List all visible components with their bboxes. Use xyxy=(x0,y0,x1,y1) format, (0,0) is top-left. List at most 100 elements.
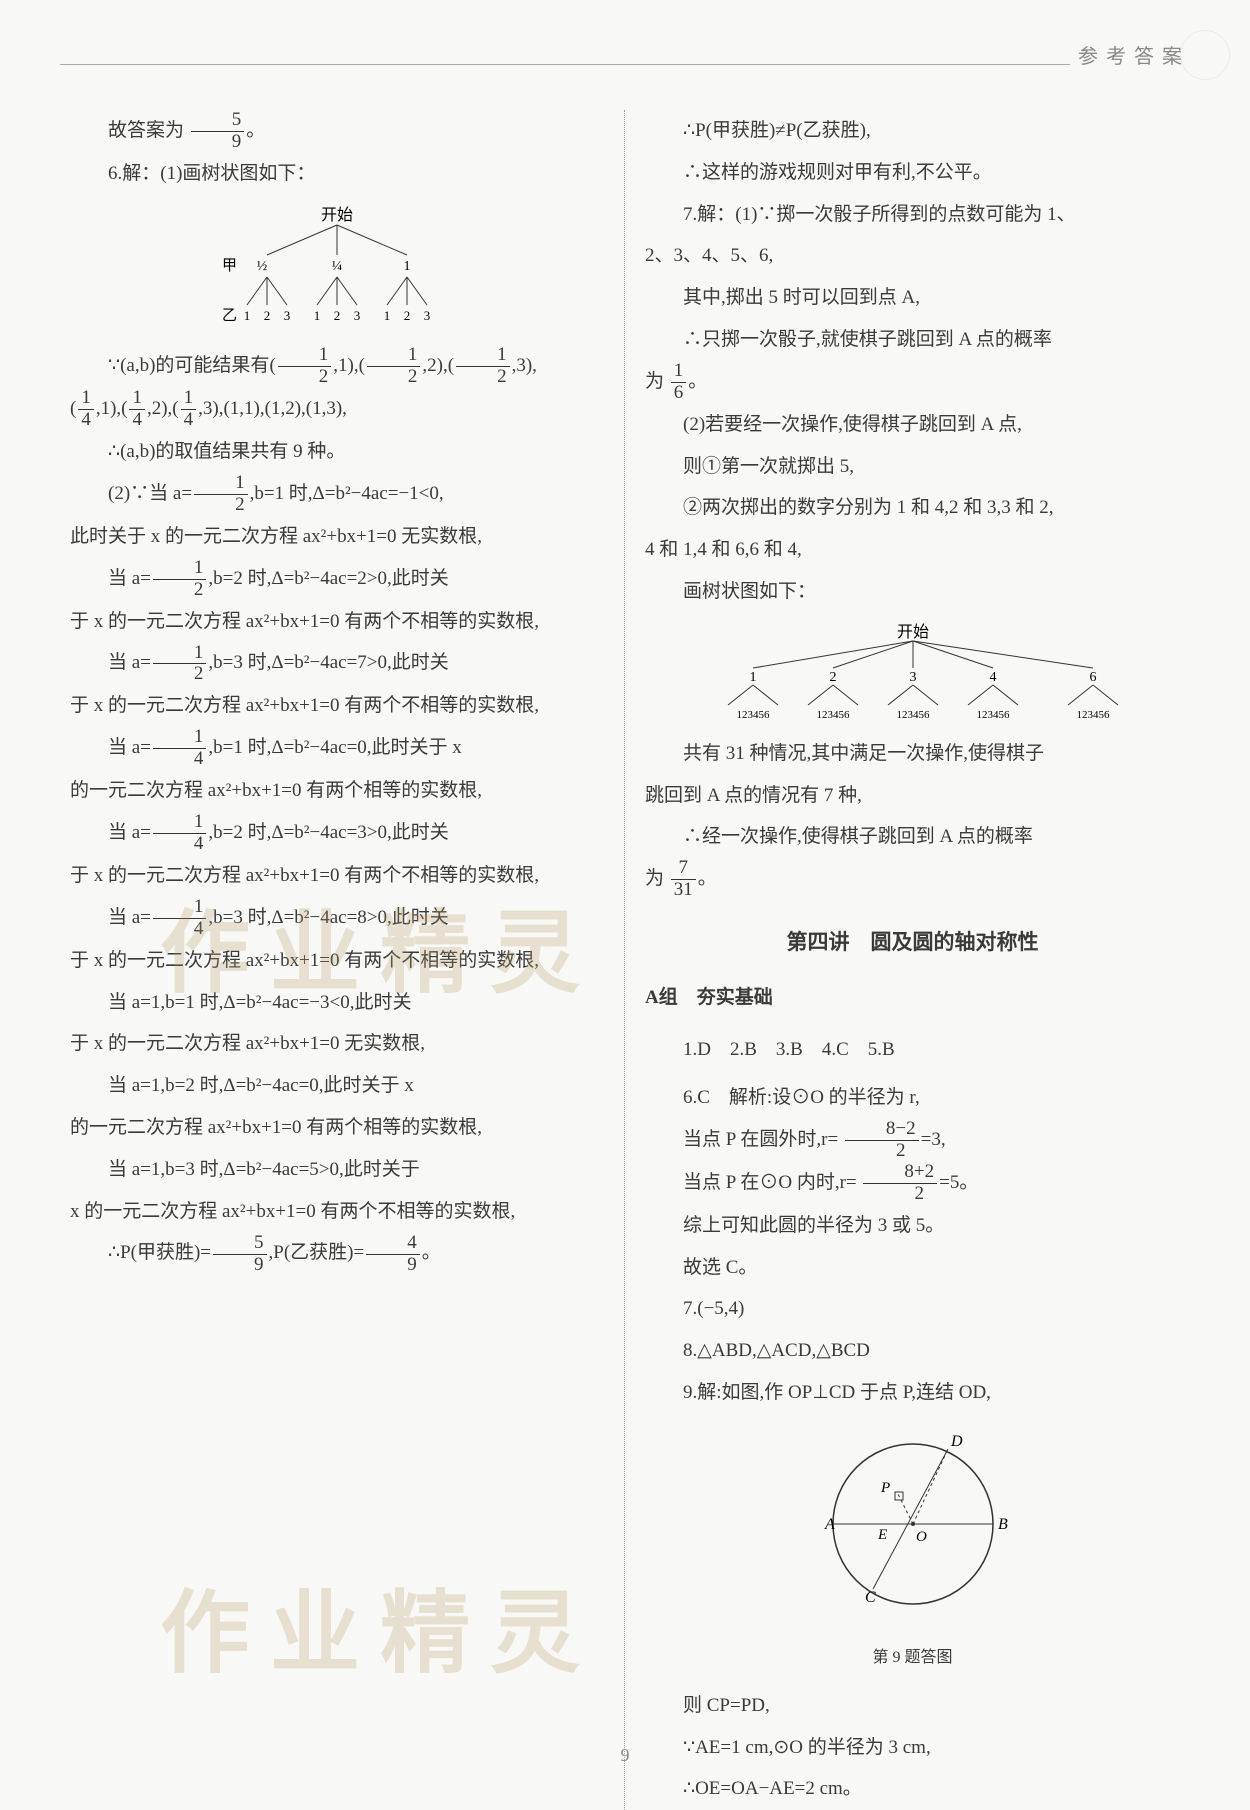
header-logo-icon xyxy=(1180,30,1230,80)
text-line: 当点 P 在⊙O 内时,r= 8+22=5。 xyxy=(645,1162,1180,1205)
fraction: 8+22 xyxy=(863,1162,937,1205)
text: =3, xyxy=(921,1129,946,1150)
text-line: x 的一元二次方程 ax²+bx+1=0 有两个不相等的实数根, xyxy=(70,1191,604,1233)
text-line: (14,1),(14,2),(14,3),(1,1),(1,2),(1,3), xyxy=(70,388,604,431)
svg-text:123456: 123456 xyxy=(1076,709,1110,721)
svg-text:6: 6 xyxy=(1089,670,1096,685)
header-rule xyxy=(60,64,1070,65)
svg-text:B: B xyxy=(998,1516,1008,1533)
text-line: ∴P(甲获胜)=59,P(乙获胜)=49。 xyxy=(70,1232,604,1275)
page-header: 参考答案 xyxy=(1078,40,1190,69)
svg-text:2: 2 xyxy=(334,308,341,323)
text-line: 于 x 的一元二次方程 ax²+bx+1=0 有两个不相等的实数根, xyxy=(70,685,604,727)
svg-text:123456: 123456 xyxy=(976,709,1010,721)
svg-text:123456: 123456 xyxy=(736,709,770,721)
text-line: 的一元二次方程 ax²+bx+1=0 有两个相等的实数根, xyxy=(70,770,604,812)
text: 为 xyxy=(645,371,664,392)
text: 。 xyxy=(246,120,265,141)
right-column: ∴P(甲获胜)≠P(乙获胜), ∴这样的游戏规则对甲有利,不公平。 7.解：(1… xyxy=(625,110,1200,1810)
svg-text:1: 1 xyxy=(314,308,321,323)
text: =5。 xyxy=(939,1172,978,1193)
text-line: 其中,掷出 5 时可以回到点 A, xyxy=(645,277,1180,319)
text: 当点 P 在⊙O 内时,r= xyxy=(683,1172,857,1193)
row-label: 甲 xyxy=(222,258,237,274)
text-line: 则 CP=PD, xyxy=(645,1685,1180,1727)
text-line: 当 a=1,b=1 时,Δ=b²−4ac=−3<0,此时关 xyxy=(70,982,604,1024)
text-line: 于 x 的一元二次方程 ax²+bx+1=0 无实数根, xyxy=(70,1023,604,1065)
text-line: 于 x 的一元二次方程 ax²+bx+1=0 有两个不相等的实数根, xyxy=(70,601,604,643)
text-line: ∴只掷一次骰子,就使棋子跳回到 A 点的概率 xyxy=(645,319,1180,361)
text-line: 于 x 的一元二次方程 ax²+bx+1=0 有两个不相等的实数根, xyxy=(70,855,604,897)
text-line: 9.解:如图,作 OP⊥CD 于点 P,连结 OD, xyxy=(645,1372,1180,1414)
text-line: 跳回到 A 点的情况有 7 种, xyxy=(645,775,1180,817)
text-line: 当点 P 在圆外时,r= 8−22=3, xyxy=(645,1119,1180,1162)
svg-text:1: 1 xyxy=(244,308,251,323)
text: 。 xyxy=(698,868,717,889)
text-line: 当 a=14,b=1 时,Δ=b²−4ac=0,此时关于 x xyxy=(70,727,604,770)
text-line: ∴P(甲获胜)≠P(乙获胜), xyxy=(645,110,1180,152)
section-title: 第四讲 圆及圆的轴对称性 xyxy=(645,919,1180,965)
text: 故答案为 xyxy=(108,120,184,141)
text-line: 共有 31 种情况,其中满足一次操作,使得棋子 xyxy=(645,733,1180,775)
text-line: 故答案为 5 9 。 xyxy=(70,110,604,153)
svg-text:2: 2 xyxy=(264,308,271,323)
fraction: 5 9 xyxy=(191,110,245,153)
text-line: 当 a=12,b=3 时,Δ=b²−4ac=7>0,此时关 xyxy=(70,642,604,685)
text-line: (2)若要经一次操作,使得棋子跳回到 A 点, xyxy=(645,404,1180,446)
text-line: 当 a=14,b=3 时,Δ=b²−4ac=8>0,此时关 xyxy=(70,897,604,940)
text: ∵(a,b)的可能结果有 xyxy=(108,355,269,376)
svg-text:¼: ¼ xyxy=(332,259,343,274)
svg-text:开始: 开始 xyxy=(896,623,928,641)
svg-text:C: C xyxy=(865,1589,876,1606)
svg-text:P: P xyxy=(880,1480,890,1496)
svg-text:A: A xyxy=(824,1516,835,1533)
text-line: ∴OE=OA−AE=2 cm。 xyxy=(645,1768,1180,1810)
text-line: 为 16。 xyxy=(645,361,1180,404)
svg-text:2: 2 xyxy=(404,308,411,323)
svg-text:3: 3 xyxy=(284,308,291,323)
text-line: ∵(a,b)的可能结果有(12,1),(12,2),(12,3), xyxy=(70,345,604,388)
row-label: 乙 xyxy=(222,308,237,324)
svg-text:1: 1 xyxy=(749,670,756,685)
text-line: 的一元二次方程 ax²+bx+1=0 有两个相等的实数根, xyxy=(70,1107,604,1149)
text-line: 则①第一次就掷出 5, xyxy=(645,446,1180,488)
svg-text:123456: 123456 xyxy=(896,709,930,721)
svg-text:3: 3 xyxy=(909,670,916,685)
figure-caption: 第 9 题答图 xyxy=(645,1640,1180,1675)
text-line: 此时关于 x 的一元二次方程 ax²+bx+1=0 无实数根, xyxy=(70,516,604,558)
svg-text:3: 3 xyxy=(354,308,361,323)
text: 为 xyxy=(645,868,664,889)
fraction: 8−22 xyxy=(845,1119,919,1162)
text: 当点 P 在圆外时,r= xyxy=(683,1129,838,1150)
text-line: ∴(a,b)的取值结果共有 9 种。 xyxy=(70,431,604,473)
text-line: 当 a=14,b=2 时,Δ=b²−4ac=3>0,此时关 xyxy=(70,812,604,855)
tree-svg: 开始 12346 12345612345612345612 xyxy=(698,623,1128,723)
tree-diagram-1: 开始 甲 ½ ¼ 1 乙 123 123 123 xyxy=(70,205,604,335)
text-line: ②两次掷出的数字分别为 1 和 4,2 和 3,3 和 2, xyxy=(645,487,1180,529)
svg-text:1: 1 xyxy=(384,308,391,323)
text: 。 xyxy=(688,371,707,392)
text-line: 当 a=12,b=2 时,Δ=b²−4ac=2>0,此时关 xyxy=(70,558,604,601)
fraction: 16 xyxy=(671,361,687,404)
tree-root: 开始 xyxy=(321,206,353,224)
text-line: 2、3、4、5、6, xyxy=(645,235,1180,277)
tree-diagram-2: 开始 12346 12345612345612345612 xyxy=(645,623,1180,723)
text-line: 6.C 解析:设⊙O 的半径为 r, xyxy=(645,1077,1180,1119)
text-line: 画树状图如下： xyxy=(645,571,1180,613)
tree-svg: 开始 甲 ½ ¼ 1 乙 123 123 123 xyxy=(207,205,467,335)
svg-text:D: D xyxy=(950,1433,963,1450)
text-line: 故选 C。 xyxy=(645,1247,1180,1289)
fraction: 731 xyxy=(671,858,696,901)
svg-text:4: 4 xyxy=(989,670,996,685)
text-line: 于 x 的一元二次方程 ax²+bx+1=0 有两个不相等的实数根, xyxy=(70,940,604,982)
svg-text:E: E xyxy=(877,1527,887,1543)
text-line: ∴经一次操作,使得棋子跳回到 A 点的概率 xyxy=(645,816,1180,858)
svg-text:1: 1 xyxy=(404,259,411,274)
left-column: 故答案为 5 9 。 6.解：(1)画树状图如下： 开始 甲 ½ ¼ 1 xyxy=(50,110,625,1810)
svg-text:O: O xyxy=(916,1529,927,1545)
text-line: 7.解：(1)∵掷一次骰子所得到的点数可能为 1、 xyxy=(645,194,1180,236)
svg-text:3: 3 xyxy=(424,308,431,323)
text-line: 当 a=1,b=2 时,Δ=b²−4ac=0,此时关于 x xyxy=(70,1065,604,1107)
main-content: 故答案为 5 9 。 6.解：(1)画树状图如下： 开始 甲 ½ ¼ 1 xyxy=(50,110,1200,1810)
text-line: 4 和 1,4 和 6,6 和 4, xyxy=(645,529,1180,571)
